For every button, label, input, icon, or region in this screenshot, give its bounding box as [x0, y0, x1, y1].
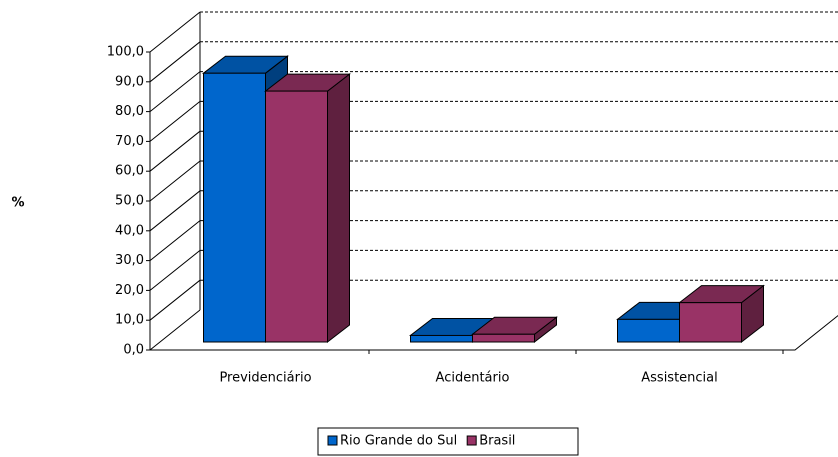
- bar-side: [327, 73, 350, 344]
- legend-swatch: [466, 435, 477, 446]
- bar-front: [472, 333, 535, 343]
- grid-line: [149, 41, 201, 83]
- x-tick-label: Acidentário: [436, 371, 510, 386]
- grid-line: [149, 101, 201, 142]
- y-tick-label: 100,0: [107, 45, 144, 60]
- y-axis-label: %: [11, 196, 24, 211]
- y-tick-label: 50,0: [115, 194, 144, 209]
- bar-front: [265, 90, 328, 343]
- bar-front: [617, 318, 680, 343]
- x-tick-label: Assistencial: [641, 371, 718, 386]
- y-tick-label: 80,0: [115, 104, 144, 119]
- y-tick-label: 0,0: [123, 343, 144, 358]
- bar: [264, 73, 351, 344]
- grid-line: [149, 71, 201, 112]
- floor: [150, 314, 838, 351]
- grid-line: [149, 11, 201, 53]
- y-tick-label: 60,0: [115, 164, 144, 179]
- y-tick-label: 90,0: [115, 74, 144, 89]
- bar: [678, 284, 765, 344]
- grid-line: [149, 309, 201, 351]
- y-tick-label: 40,0: [115, 223, 144, 238]
- bar-front: [679, 302, 742, 343]
- x-tick-label: Previdenciário: [219, 371, 311, 386]
- bar-front: [410, 334, 473, 343]
- grid-line: [149, 279, 201, 321]
- y-tick-label: 10,0: [115, 313, 144, 328]
- y-tick-label: 70,0: [115, 134, 144, 149]
- legend-label: Brasil: [479, 434, 515, 449]
- y-tick-label: 20,0: [115, 283, 144, 298]
- legend-label: Rio Grande do Sul: [340, 434, 457, 449]
- bar-front: [203, 72, 266, 343]
- bar: [471, 316, 558, 344]
- legend-swatch: [327, 435, 338, 446]
- grid-line: [149, 220, 201, 261]
- grid-line: [149, 160, 201, 202]
- grid-line: [149, 250, 201, 291]
- y-tick-label: 30,0: [115, 253, 144, 268]
- legend-box: [317, 427, 579, 456]
- grid-line: [149, 130, 201, 172]
- grid-line: [149, 190, 201, 232]
